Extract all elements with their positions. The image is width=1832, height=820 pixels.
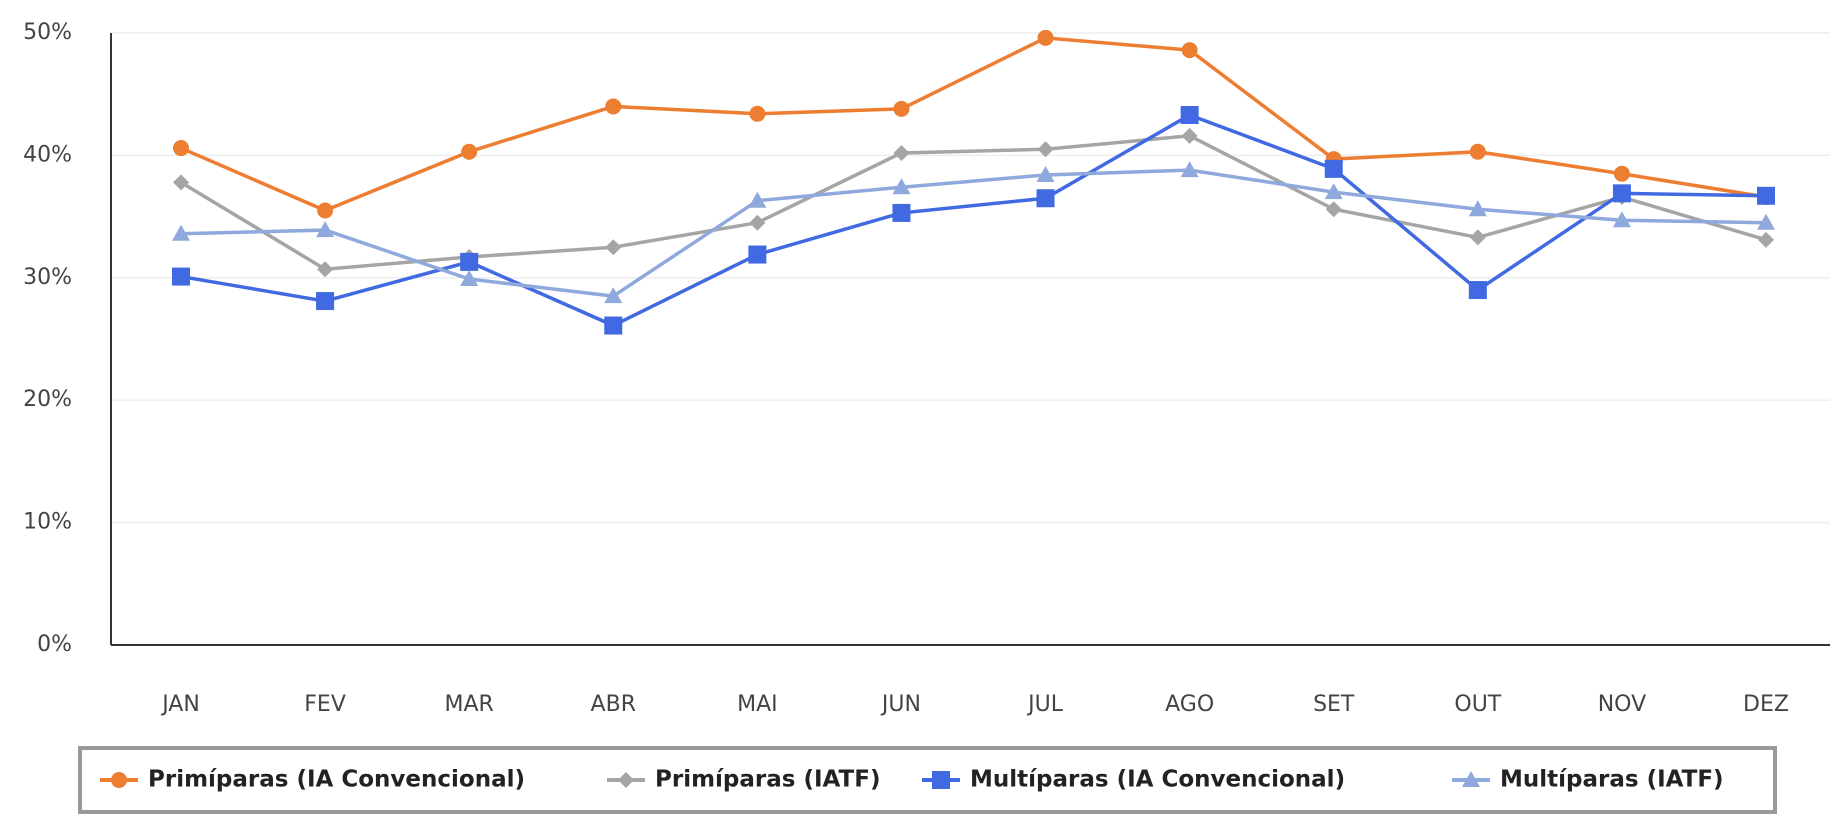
legend-label: Primíparas (IA Convencional) [148, 767, 525, 793]
x-tick-label: AGO [1165, 692, 1214, 717]
data-point [316, 221, 335, 238]
data-point [1612, 211, 1631, 228]
data-point [461, 143, 478, 160]
x-tick-label: ABR [591, 692, 636, 717]
x-tick-label: JUL [1026, 692, 1064, 717]
data-point [604, 316, 623, 335]
x-tick-label: NOV [1598, 692, 1646, 717]
data-point [1757, 213, 1775, 230]
data-point [605, 239, 622, 256]
data-point [1181, 127, 1198, 144]
x-tick-label: SET [1313, 692, 1355, 717]
data-point [173, 140, 189, 157]
data-point [893, 144, 910, 161]
data-point [173, 174, 189, 191]
x-tick-label: MAR [445, 692, 494, 717]
y-tick-label: 30% [23, 265, 72, 290]
x-tick-label: DEZ [1743, 692, 1789, 717]
data-point [1324, 183, 1343, 200]
x-tick-label: JAN [160, 692, 200, 717]
y-tick-label: 0% [37, 632, 72, 657]
data-point [605, 98, 622, 115]
data-point [172, 224, 190, 241]
data-point [317, 202, 334, 219]
y-tick-label: 50% [23, 20, 72, 45]
data-point [748, 191, 767, 208]
series-line [180, 36, 1767, 213]
legend-label: Multíparas (IA Convencional) [970, 767, 1345, 793]
data-point [1181, 42, 1198, 59]
legend-marker [111, 772, 127, 788]
series-line [180, 168, 1767, 298]
data-point [892, 178, 911, 195]
y-tick-label: 10% [23, 510, 72, 535]
data-point [1468, 281, 1487, 300]
series-line [180, 134, 1767, 272]
data-point [1037, 141, 1054, 158]
data-point [1469, 229, 1486, 246]
data-point [749, 214, 766, 231]
data-point [1180, 161, 1199, 178]
data-point [1037, 29, 1054, 46]
x-tick-label: FEV [304, 692, 346, 717]
legend-marker [932, 771, 950, 789]
y-tick-label: 20% [23, 387, 72, 412]
data-point [1036, 189, 1055, 208]
y-tick-label: 40% [23, 142, 72, 167]
data-point [1758, 231, 1774, 248]
legend-marker [1462, 771, 1480, 787]
data-point [604, 287, 623, 304]
data-point [749, 105, 766, 122]
data-point [460, 270, 479, 287]
data-point [1468, 200, 1487, 217]
legend-label: Multíparas (IATF) [1500, 767, 1724, 793]
data-point [748, 245, 767, 264]
x-tick-label: JUN [880, 692, 921, 717]
x-tick-label: MAI [737, 692, 778, 717]
legend-label: Primíparas (IATF) [655, 767, 880, 793]
data-point [1469, 143, 1486, 160]
data-point [1324, 159, 1343, 178]
data-point [1036, 165, 1055, 182]
data-point [317, 261, 334, 278]
data-point [460, 252, 479, 271]
data-point [1613, 165, 1630, 182]
data-point [892, 203, 911, 222]
x-tick-label: OUT [1454, 692, 1501, 717]
series-line [180, 113, 1767, 328]
data-point [893, 100, 910, 117]
data-point [1325, 201, 1342, 218]
data-point [316, 292, 335, 311]
data-point [1757, 186, 1775, 205]
legend-box [78, 746, 1777, 814]
legend-marker [618, 772, 634, 788]
data-point [172, 267, 190, 286]
data-point [1612, 184, 1631, 203]
data-point [1180, 106, 1199, 125]
